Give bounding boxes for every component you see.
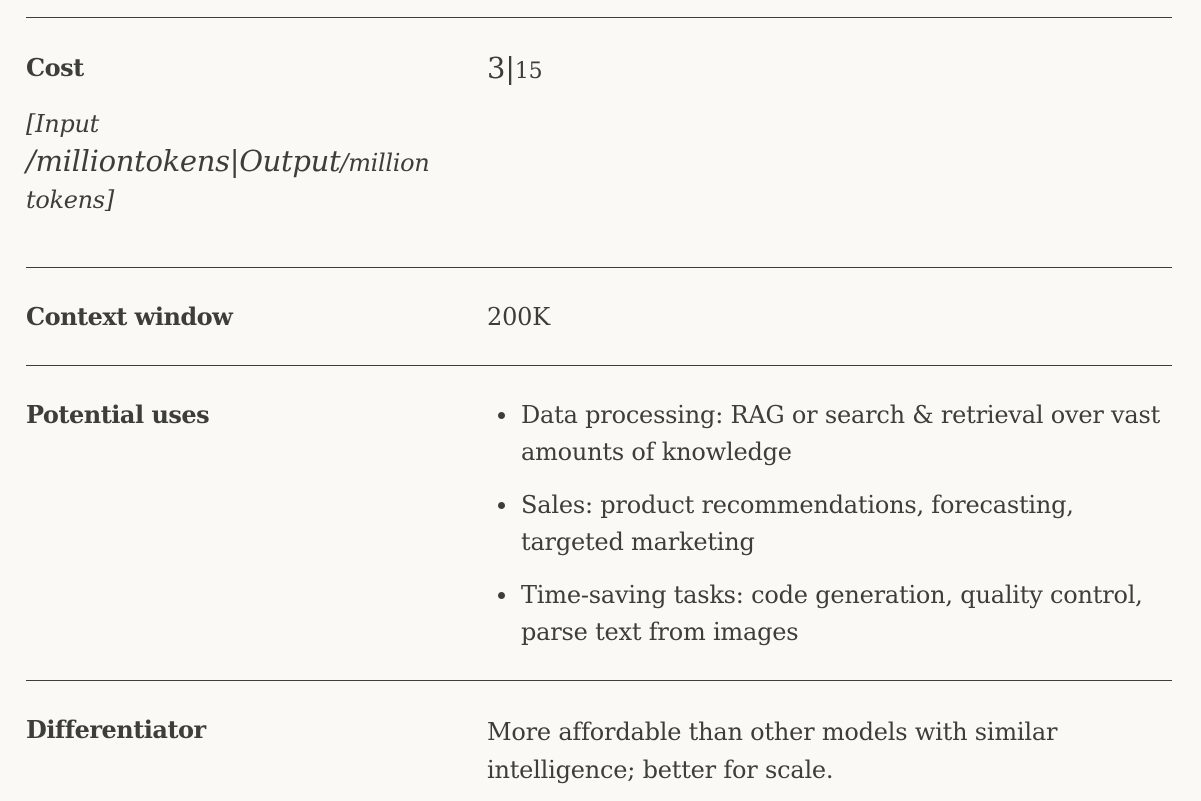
list-item: Sales: product recommendations, forecast… [487,487,1172,561]
context-label: Context window [26,302,233,331]
model-spec-table: Cost [Input /milliontokens|Output/million… [26,17,1172,801]
uses-value: Data processing: RAG or search & retriev… [487,366,1172,680]
list-item: Data processing: RAG or search & retriev… [487,397,1172,471]
list-item-text: Sales: product recommendations, forecast… [521,491,1074,556]
list-item-text: Data processing: RAG or search & retriev… [521,401,1161,466]
cost-value: 3|15 [487,18,1172,267]
uses-label: Potential uses [26,400,210,429]
cost-label: Cost [26,53,84,82]
bullet-icon [498,412,505,419]
cost-separator: | [505,51,515,85]
cost-note-slash: / [26,144,36,178]
row-label-cost: Cost [Input /milliontokens|Output/million… [26,18,487,267]
table-row-uses: Potential uses Data processing: RAG or s… [26,365,1172,680]
cost-note: [Input /milliontokens|Output/million token… [26,106,487,219]
context-value: 200K [487,303,550,331]
differentiator-label: Differentiator [26,715,206,744]
table-row-context: Context window 200K [26,267,1172,365]
uses-list: Data processing: RAG or search & retriev… [487,397,1172,651]
cost-note-big: milliontokens|Output [35,144,341,178]
cost-output-value: 15 [514,59,543,84]
table-row-differentiator: Differentiator More affordable than othe… [26,680,1172,801]
table-row-cost: Cost [Input /milliontokens|Output/million… [26,17,1172,267]
cost-note-prefix: [Input [26,110,99,138]
bullet-icon [498,502,505,509]
list-item-text: Time-saving tasks: code generation, qual… [521,581,1143,646]
list-item: Time-saving tasks: code generation, qual… [487,577,1172,651]
differentiator-value: More affordable than other models with s… [487,718,1058,784]
bullet-icon [498,592,505,599]
cost-note-suffix: /million [340,149,430,177]
cost-input-value: 3 [487,51,506,85]
cost-note-end: tokens] [26,186,114,214]
